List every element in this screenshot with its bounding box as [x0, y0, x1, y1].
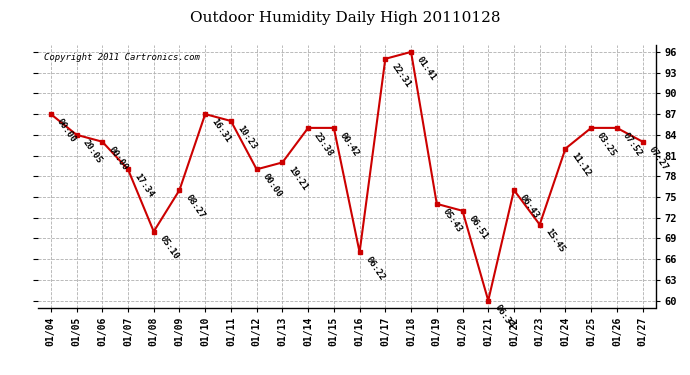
Text: 01:41: 01:41 — [415, 55, 438, 82]
Text: Copyright 2011 Cartronics.com: Copyright 2011 Cartronics.com — [44, 53, 200, 62]
Text: 03:25: 03:25 — [595, 130, 618, 158]
Text: 06:51: 06:51 — [466, 214, 489, 241]
Text: 07:52: 07:52 — [621, 130, 644, 158]
Text: 06:22: 06:22 — [364, 255, 386, 282]
Text: 00:42: 00:42 — [338, 130, 361, 158]
Text: 23:38: 23:38 — [313, 130, 335, 158]
Text: 17:34: 17:34 — [132, 172, 155, 199]
Text: 00:00: 00:00 — [106, 144, 129, 172]
Text: 22:31: 22:31 — [389, 62, 413, 89]
Text: 15:45: 15:45 — [544, 227, 566, 255]
Text: 07:27: 07:27 — [647, 144, 669, 172]
Text: 05:10: 05:10 — [158, 234, 181, 261]
Text: 06:34: 06:34 — [493, 303, 515, 330]
Text: 08:27: 08:27 — [184, 193, 206, 220]
Text: 00:00: 00:00 — [261, 172, 284, 199]
Text: 16:31: 16:31 — [209, 117, 232, 144]
Text: 00:00: 00:00 — [55, 117, 78, 144]
Text: 10:23: 10:23 — [235, 124, 258, 151]
Text: Outdoor Humidity Daily High 20110128: Outdoor Humidity Daily High 20110128 — [190, 11, 500, 25]
Text: 19:21: 19:21 — [286, 165, 309, 192]
Text: 05:43: 05:43 — [441, 207, 464, 234]
Text: 06:43: 06:43 — [518, 193, 541, 220]
Text: 11:12: 11:12 — [570, 152, 593, 178]
Text: 20:05: 20:05 — [81, 138, 104, 165]
